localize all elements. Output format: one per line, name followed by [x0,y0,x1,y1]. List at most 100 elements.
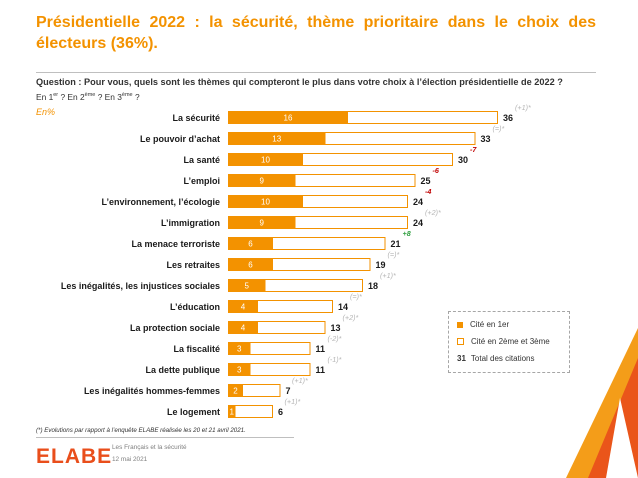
legend-total-value: 31 [457,354,466,363]
evolution-label: +8 [403,229,411,238]
bar-first-label: 2 [233,387,238,396]
bar-first-label: 1 [230,408,235,417]
bar-first [228,258,273,271]
bar-first-label: 6 [248,240,253,249]
bar-first [228,321,258,334]
rounds-text-1: En 1 [36,92,54,102]
rounds-sup-3: ème [121,92,133,99]
total-label: 33 [481,134,491,144]
page-title: Présidentielle 2022 : la sécurité, thème… [36,14,596,52]
legend-item-other: Cité en 2ème et 3ème [457,337,550,346]
evolution-label: -4 [425,187,431,196]
rounds-text-2: ? En 2 [58,92,85,102]
evolution-label: -7 [470,145,477,154]
survey-question: Question : Pour vous, quels sont les thè… [36,77,563,87]
total-label: 30 [458,155,468,165]
title-divider [36,72,596,73]
footer-divider [36,437,294,438]
bar-first [228,342,251,355]
legend-label-first: Cité en 1er [470,320,510,329]
total-label: 7 [286,386,291,396]
bar-first [228,195,303,208]
bar-first-label: 13 [272,135,281,144]
category-label: La sécurité [172,113,220,123]
category-label: Le logement [167,407,220,417]
bar-first-label: 9 [260,177,265,186]
rounds-sup-2: ème [84,92,96,99]
legend-item-first: Cité en 1er [457,320,509,329]
bar-first-label: 10 [261,198,270,207]
evolution-label: -6 [433,166,440,175]
evolution-label: (+1)* [292,376,308,385]
bar-first [228,216,296,229]
footer-study-title: Les Français et la sécurité [112,444,187,451]
bar-first-label: 3 [237,345,242,354]
bar-first-label: 10 [261,156,270,165]
chart-legend: Cité en 1er Cité en 2ème et 3ème 31 Tota… [448,311,570,373]
category-label: La dette publique [145,365,220,375]
total-label: 19 [376,260,386,270]
rounds-text-3: ? En 3 [95,92,122,102]
bar-first [228,237,273,250]
decorative-triangle-logo [566,328,638,478]
evolution-label: (+2)* [343,313,359,322]
bar-first-label: 3 [237,366,242,375]
total-label: 21 [391,239,401,249]
category-label: La menace terroriste [131,239,220,249]
bar-first [228,405,236,418]
category-label: Les retraites [166,260,220,270]
bar-first-label: 5 [245,282,250,291]
bar-first [228,153,303,166]
category-label: La santé [183,155,220,165]
total-label: 13 [331,323,341,333]
legend-label-total: Total des citations [470,354,535,363]
category-label: L’environnement, l’écologie [101,197,220,207]
bar-first-label: 4 [241,324,246,333]
bar-first [228,111,348,124]
bar-first [228,300,258,313]
category-label: Les inégalités, les injustices sociales [61,281,220,291]
rounds-sup-1: er [53,92,59,99]
bar-first [228,174,296,187]
evolution-label: (=)* [388,250,400,259]
bar-first [228,279,266,292]
legend-swatch-first [457,321,463,328]
bar-first-label: 4 [241,303,246,312]
total-label: 11 [316,344,326,354]
footnote: (*) Evolutions par rapport à l’enquête E… [36,427,246,434]
total-label: 36 [503,113,513,123]
total-label: 24 [413,218,423,228]
bar-first-label: 6 [248,261,253,270]
rounds-text-4: ? [132,92,140,102]
evolution-label: (+1)* [380,271,396,280]
bar-first [228,363,251,376]
total-label: 6 [278,407,283,417]
footer-date: 12 mai 2021 [112,456,148,463]
category-label: L’éducation [170,302,220,312]
bar-first [228,384,243,397]
total-label: 24 [413,197,423,207]
bar-first-label: 9 [260,219,265,228]
category-label: La fiscalité [173,344,220,354]
bar-first [228,132,326,145]
unit-label: En% [36,107,56,117]
total-label: 14 [338,302,348,312]
total-label: 11 [316,365,326,375]
category-label: La protection sociale [130,323,220,333]
legend-item-total: 31 Total des citations [457,354,535,363]
legend-label-other: Cité en 2ème et 3ème [471,337,550,346]
evolution-label: (=)* [350,292,362,301]
category-label: L’immigration [161,218,220,228]
evolution-label: (+1)* [515,103,531,112]
total-label: 18 [368,281,378,291]
category-label: L’emploi [183,176,220,186]
evolution-label: (=)* [493,124,505,133]
category-label: Les inégalités hommes-femmes [84,386,220,396]
total-label: 25 [421,176,431,186]
elabe-logo: ELABE [36,445,113,468]
evolution-label: (+1)* [285,397,301,406]
legend-swatch-other [457,338,464,345]
evolution-label: (-2)* [328,334,342,343]
evolution-label: (-1)* [328,355,342,364]
